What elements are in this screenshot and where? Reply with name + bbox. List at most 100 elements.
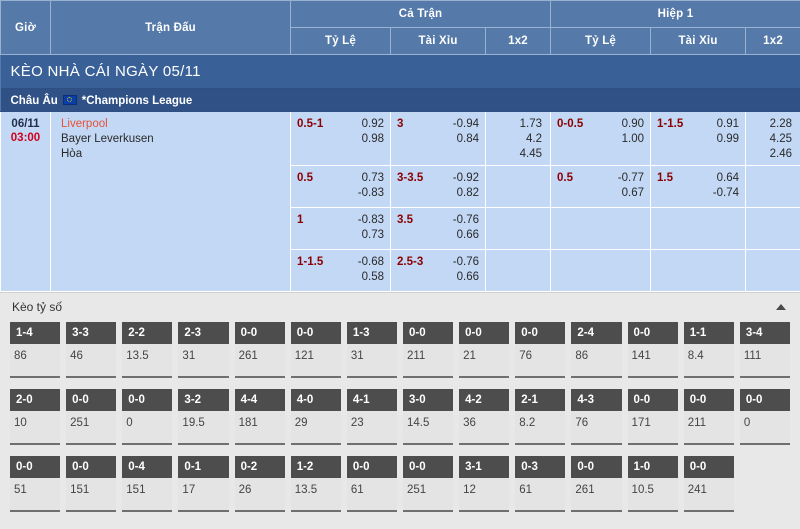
- price-over[interactable]: -0.94: [403, 117, 479, 132]
- cell-fm-over-under[interactable]: 3 -0.94 0.84: [391, 112, 486, 166]
- price-away[interactable]: 0.98: [323, 132, 384, 147]
- table-row[interactable]: 06/11 03:00 Liverpool Bayer Leverkusen H…: [1, 112, 800, 166]
- price-home[interactable]: 0.90: [583, 117, 644, 132]
- cell-h1-1x2[interactable]: 2.28 4.25 2.46: [746, 112, 800, 166]
- price-away[interactable]: 0.67: [573, 186, 644, 201]
- cell-fm-over-under[interactable]: 3.5 -0.76 0.66: [391, 208, 486, 250]
- price-away[interactable]: -0.83: [313, 186, 384, 201]
- price-home[interactable]: -0.68: [323, 255, 384, 270]
- score-odd: 8.4: [684, 344, 734, 362]
- cell-fm-over-under[interactable]: 3-3.5 -0.92 0.82: [391, 166, 486, 208]
- price-1[interactable]: 2.28: [752, 117, 792, 132]
- price-over[interactable]: -0.76: [413, 213, 479, 228]
- price-home[interactable]: -0.83: [303, 213, 384, 228]
- price-home[interactable]: 0.73: [313, 171, 384, 186]
- caret-up-icon[interactable]: [774, 300, 788, 314]
- league-row[interactable]: Châu Âu*Champions League: [1, 89, 800, 112]
- cell-h1-handicap[interactable]: 0-0.5 0.90 1.00: [551, 112, 651, 166]
- price-away[interactable]: 0.73: [303, 228, 384, 243]
- cell-fm-handicap[interactable]: 1-1.5 -0.68 0.58: [291, 250, 391, 292]
- home-team-name[interactable]: Liverpool: [61, 117, 290, 132]
- cell-fm-handicap[interactable]: 1 -0.83 0.73: [291, 208, 391, 250]
- price-over[interactable]: 0.91: [683, 117, 739, 132]
- cell-h1-over-under[interactable]: 1.5 0.64 -0.74: [651, 166, 746, 208]
- price-home[interactable]: -0.77: [573, 171, 644, 186]
- price-x[interactable]: 4.2: [492, 132, 542, 147]
- cell-fm-handicap[interactable]: 0.5 0.73 -0.83: [291, 166, 391, 208]
- price-under[interactable]: 0.66: [423, 270, 479, 285]
- price-under[interactable]: -0.74: [673, 186, 739, 201]
- cell-h1-over-under: [651, 250, 746, 292]
- price-x[interactable]: 4.25: [752, 132, 792, 147]
- price-home[interactable]: 0.92: [323, 117, 384, 132]
- score-odd: 36: [459, 411, 509, 429]
- price-under[interactable]: 0.66: [413, 228, 479, 243]
- cell-fm-1x2[interactable]: 1.73 4.2 4.45: [486, 112, 551, 166]
- away-team-name[interactable]: Bayer Leverkusen: [61, 132, 290, 147]
- league-name-label[interactable]: *Champions League: [82, 95, 193, 107]
- cell-fm-over-under[interactable]: 2.5-3 -0.76 0.66: [391, 250, 486, 292]
- cell-h1-over-under[interactable]: 1-1.5 0.91 0.99: [651, 112, 746, 166]
- cell-fm-handicap[interactable]: 0.5-1 0.92 0.98: [291, 112, 391, 166]
- price-over[interactable]: -0.92: [423, 171, 479, 186]
- price-2[interactable]: 4.45: [492, 147, 542, 162]
- score-label: 0-0: [684, 389, 734, 411]
- price-under[interactable]: 0.84: [403, 132, 479, 147]
- price-under[interactable]: 0.82: [423, 186, 479, 201]
- score-label: 0-0: [403, 322, 453, 344]
- correct-score-header[interactable]: Kèo tỷ số: [0, 292, 800, 320]
- cell-h1-handicap[interactable]: 0.5 -0.77 0.67: [551, 166, 651, 208]
- price-over[interactable]: -0.76: [423, 255, 479, 270]
- col-header-h1-handicap: Tỷ Lệ: [551, 28, 651, 55]
- price-2[interactable]: 2.46: [752, 147, 792, 162]
- price-over[interactable]: 0.64: [673, 171, 739, 186]
- price-away[interactable]: 1.00: [583, 132, 644, 147]
- price-under[interactable]: 0.99: [683, 132, 739, 147]
- fm-handicap-prices: -0.68 0.58: [323, 255, 384, 285]
- price-1[interactable]: 1.73: [492, 117, 542, 132]
- league-cell[interactable]: Châu Âu*Champions League: [1, 89, 800, 112]
- price-away[interactable]: 0.58: [323, 270, 384, 285]
